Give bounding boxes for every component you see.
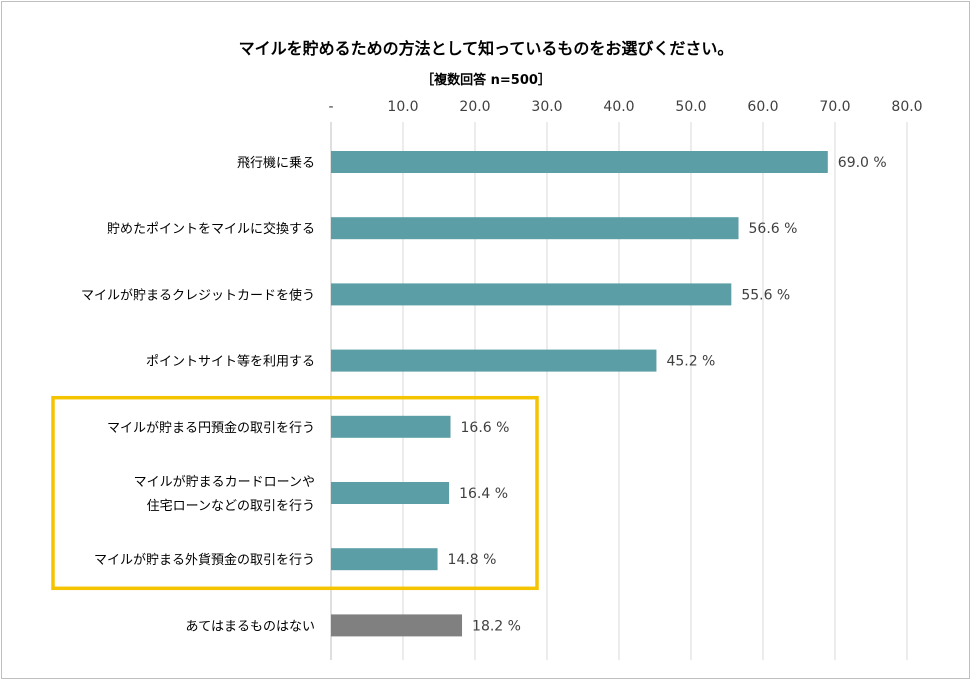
category-label: マイルが貯まるカードローンや住宅ローンなどの取引を行う: [134, 475, 315, 514]
highlight-box: [51, 395, 539, 591]
category-label: マイルが貯まる円預金の取引を行う: [107, 420, 315, 436]
data-label: 69.0 %: [838, 155, 887, 171]
data-label: 16.6 %: [461, 420, 510, 436]
category-label: 飛行機に乗る: [237, 156, 315, 171]
bar: [331, 482, 450, 504]
data-label: 45.2 %: [666, 354, 715, 370]
bar: [331, 548, 438, 571]
x-tick-label: 40.0: [603, 99, 634, 115]
bar: [331, 349, 657, 372]
x-tick-label: 70.0: [819, 99, 850, 115]
category-label: あてはまるものはない: [186, 619, 315, 634]
x-tick-label: -: [328, 99, 333, 115]
category-label: マイルが貯まる外貨預金の取引を行う: [94, 552, 315, 568]
category-label: マイルが貯まるクレジットカードを使う: [81, 287, 315, 303]
data-label: 18.2 %: [472, 618, 521, 634]
x-tick-label: 60.0: [747, 99, 778, 115]
category-label: 貯めたポイントをマイルに交換する: [107, 221, 315, 237]
bar: [331, 217, 739, 240]
x-tick-label: 50.0: [675, 99, 706, 115]
category-label: ポイントサイト等を利用する: [146, 354, 315, 370]
bar: [331, 283, 732, 306]
chart-subtitle: ［複数回答 n=500］: [421, 72, 551, 88]
bar: [331, 614, 463, 637]
data-label: 14.8 %: [448, 552, 497, 568]
x-tick-label: 10.0: [387, 99, 418, 115]
x-tick-label: 20.0: [459, 99, 490, 115]
chart-title: マイルを貯めるための方法として知っているものをお選びください。: [239, 39, 734, 58]
data-label: 56.6 %: [749, 221, 798, 237]
x-tick-label: 80.0: [891, 99, 922, 115]
bar: [331, 151, 828, 173]
data-label: 16.4 %: [459, 486, 508, 502]
data-label: 55.6 %: [741, 287, 790, 303]
x-tick-label: 30.0: [531, 99, 562, 115]
bar: [331, 415, 451, 438]
